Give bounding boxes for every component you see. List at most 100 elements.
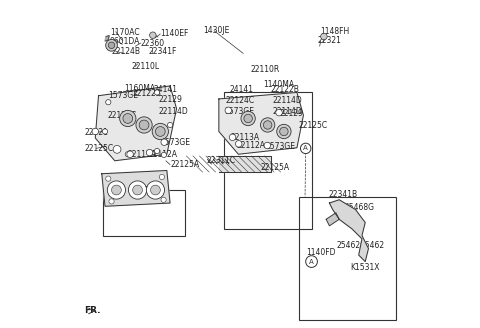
Circle shape: [106, 39, 118, 51]
Text: 1573GE: 1573GE: [265, 142, 295, 151]
Text: 22125A: 22125A: [170, 160, 199, 169]
Circle shape: [156, 127, 165, 136]
Text: 22124C: 22124C: [226, 96, 255, 105]
Bar: [224, 92, 312, 229]
Text: 24141: 24141: [154, 85, 178, 94]
Circle shape: [146, 181, 165, 199]
Text: 1140FD: 1140FD: [307, 248, 336, 257]
Circle shape: [155, 90, 160, 95]
Circle shape: [127, 151, 133, 157]
Circle shape: [129, 181, 147, 199]
Text: 1148FH: 1148FH: [321, 27, 350, 36]
Circle shape: [125, 152, 131, 157]
Circle shape: [276, 109, 282, 116]
Circle shape: [152, 123, 168, 140]
Text: 22122B: 22122B: [271, 85, 300, 94]
Circle shape: [300, 143, 311, 154]
Text: 22321: 22321: [84, 128, 108, 137]
Text: 9601DA: 9601DA: [110, 36, 140, 46]
Circle shape: [136, 117, 152, 133]
Circle shape: [264, 121, 272, 129]
Text: A: A: [303, 145, 308, 152]
Circle shape: [123, 113, 132, 123]
Text: 22341B: 22341B: [328, 190, 358, 199]
Text: 22112A: 22112A: [148, 151, 177, 159]
Polygon shape: [326, 213, 339, 226]
Text: 22129: 22129: [159, 95, 182, 104]
Circle shape: [161, 139, 168, 145]
Circle shape: [321, 33, 327, 40]
Circle shape: [229, 134, 236, 141]
Polygon shape: [105, 35, 109, 41]
Circle shape: [161, 197, 166, 202]
Text: 1170AC: 1170AC: [110, 28, 140, 37]
Circle shape: [280, 127, 288, 136]
Circle shape: [155, 148, 160, 154]
Circle shape: [146, 149, 153, 156]
Circle shape: [225, 107, 231, 113]
Circle shape: [244, 114, 252, 123]
Circle shape: [241, 111, 255, 126]
Text: 22114D: 22114D: [273, 108, 302, 116]
Text: 25462C: 25462C: [337, 241, 366, 251]
Text: 22112A: 22112A: [237, 141, 266, 150]
Text: 25462: 25462: [360, 241, 384, 251]
Text: A: A: [309, 258, 314, 265]
Text: 22122B: 22122B: [132, 89, 161, 98]
Text: 22129: 22129: [279, 109, 303, 118]
Circle shape: [264, 142, 271, 149]
Circle shape: [139, 120, 149, 130]
Text: 22110R: 22110R: [251, 65, 280, 74]
Text: 22124C: 22124C: [108, 112, 136, 120]
Circle shape: [151, 185, 160, 195]
Circle shape: [109, 199, 114, 204]
Text: 22114D: 22114D: [158, 108, 188, 116]
Text: 22124B: 22124B: [111, 47, 141, 56]
Text: 1573GE: 1573GE: [160, 138, 191, 147]
Polygon shape: [219, 92, 303, 154]
Text: 22113A: 22113A: [128, 151, 157, 159]
Text: 1573GE: 1573GE: [224, 107, 254, 116]
Text: 25468G: 25468G: [344, 203, 374, 213]
Text: 22125C: 22125C: [84, 144, 114, 153]
Text: 1430JE: 1430JE: [204, 26, 230, 35]
Circle shape: [168, 122, 173, 128]
Text: 1140EF: 1140EF: [160, 30, 189, 38]
Circle shape: [306, 256, 317, 267]
Text: 1160MA: 1160MA: [124, 84, 156, 93]
Bar: [103, 190, 185, 236]
Text: 22113A: 22113A: [231, 133, 260, 142]
Polygon shape: [329, 200, 369, 261]
Text: 22125C: 22125C: [299, 121, 328, 130]
Circle shape: [236, 141, 242, 147]
Text: 22360: 22360: [141, 39, 165, 48]
Circle shape: [150, 32, 156, 38]
Circle shape: [106, 100, 111, 105]
Polygon shape: [102, 171, 170, 206]
Polygon shape: [95, 86, 177, 161]
Text: 24141: 24141: [229, 85, 253, 94]
Text: 22341F: 22341F: [149, 47, 177, 56]
Text: 22125A: 22125A: [260, 163, 289, 172]
Text: 22311C: 22311C: [207, 156, 236, 165]
Circle shape: [108, 42, 115, 49]
Text: 1573GE: 1573GE: [108, 91, 138, 100]
Circle shape: [159, 174, 165, 180]
Text: K1531X: K1531X: [350, 263, 380, 272]
Polygon shape: [219, 156, 271, 172]
Circle shape: [113, 145, 121, 153]
Circle shape: [161, 152, 167, 157]
Text: 22311B: 22311B: [134, 186, 163, 195]
Circle shape: [108, 181, 126, 199]
Text: 1140MA: 1140MA: [264, 80, 295, 89]
Circle shape: [92, 128, 98, 135]
Circle shape: [261, 118, 275, 132]
Text: 22110L: 22110L: [131, 62, 159, 71]
Circle shape: [102, 129, 108, 134]
Circle shape: [132, 185, 143, 195]
Circle shape: [120, 110, 136, 127]
Circle shape: [111, 185, 121, 195]
Circle shape: [106, 176, 111, 181]
Text: FR.: FR.: [84, 306, 101, 315]
Bar: [299, 196, 396, 320]
